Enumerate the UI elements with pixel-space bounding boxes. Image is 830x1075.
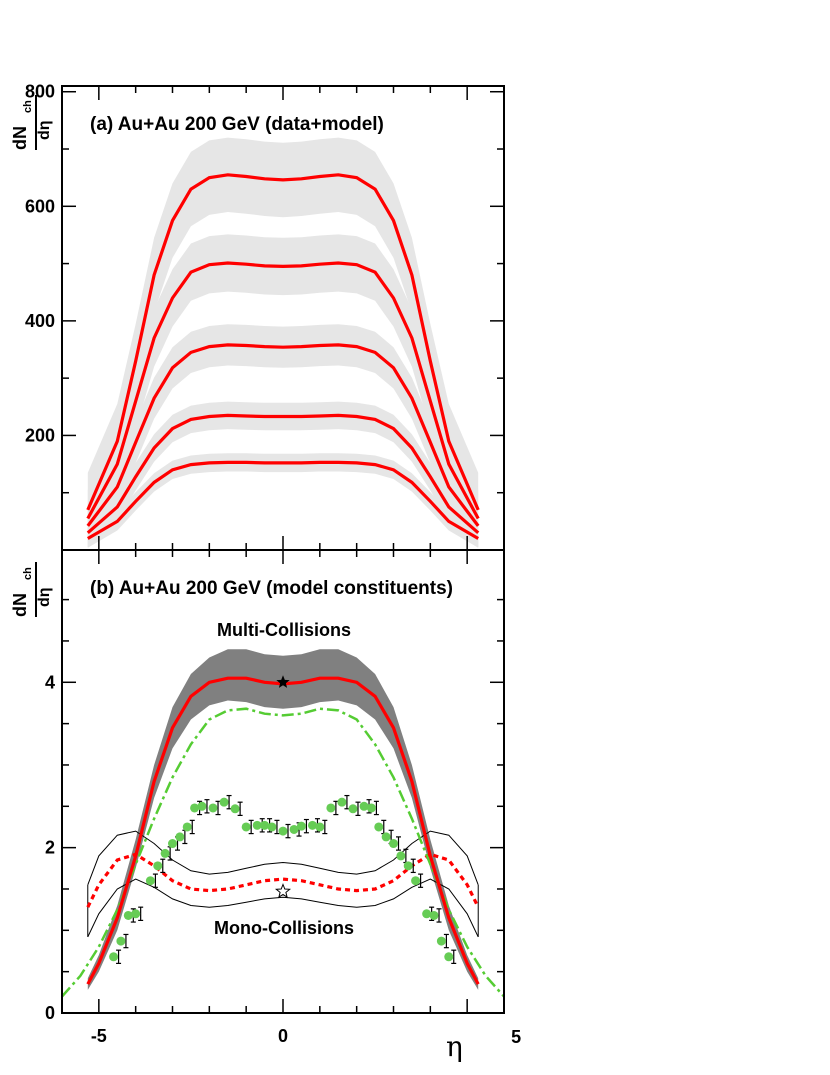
data-point (230, 804, 240, 814)
mono-band-upper-line (87, 830, 479, 885)
data-point (109, 952, 119, 962)
data-point (267, 822, 277, 832)
panel-b-xtick-label-0: 0 (278, 1026, 288, 1046)
panel-b-xtick-label-5: 5 (511, 1027, 521, 1047)
data-point (315, 822, 325, 832)
panel-b-ytick-label-0: 0 (45, 1003, 55, 1023)
panel-b-xtick-label--5: -5 (91, 1026, 107, 1046)
data-point (145, 876, 155, 886)
panel-a: 200 400 600 800 (a) Au+Au 200 GeV (data+mod… (10, 82, 505, 551)
panel-a-ylabel-sub: ch (22, 100, 34, 113)
panel-a-ytick-label-200: 200 (25, 425, 55, 445)
green-dashdot-line (61, 707, 505, 998)
multi-collisions-label: Multi-Collisions (217, 620, 351, 640)
data-point (422, 909, 432, 919)
multi-collisions-star-marker (276, 675, 290, 688)
panel-a-ylabel-denominator: dη (36, 120, 53, 140)
data-point (444, 952, 454, 962)
data-point (168, 839, 177, 849)
panel-a-line-5 (86, 460, 480, 540)
panel-b-ytick-label-2: 2 (45, 838, 55, 858)
data-point (123, 910, 133, 920)
data-point (337, 797, 347, 807)
x-axis-label: η (446, 1030, 463, 1063)
data-point (252, 820, 262, 830)
data-point (278, 826, 288, 836)
data-point (359, 801, 369, 811)
mono-collisions-dotted-line (86, 852, 480, 908)
panel-b-ylabel: dN ch dη (10, 562, 53, 617)
data-point (197, 801, 207, 811)
panel-a-ylabel-numerator: dN (10, 126, 30, 150)
panel-a-ylabel: dN ch dη (10, 95, 53, 150)
panel-b-ylabel-numerator: dN (10, 593, 30, 617)
data-point (289, 824, 299, 834)
data-point (326, 803, 336, 813)
data-point (403, 861, 413, 871)
panel-a-band-5 (87, 453, 479, 548)
data-point (411, 876, 421, 886)
panel-a-line-4 (86, 413, 480, 535)
mono-band-lower-line (87, 878, 479, 938)
data-point (208, 803, 218, 813)
data-point (389, 839, 398, 849)
panel-b-title: (b) Au+Au 200 GeV (model constituents) (90, 578, 453, 599)
data-point (296, 821, 306, 831)
data-point (131, 909, 141, 919)
data-point (307, 820, 317, 830)
data-point (348, 804, 358, 814)
data-point (381, 832, 391, 842)
mono-collisions-label: Mono-Collisions (214, 918, 354, 938)
data-point (182, 822, 192, 832)
panel-b-ylabel-sub: ch (22, 567, 34, 580)
panel-b-ylabel-denominator: dη (36, 587, 53, 607)
panel-b: 0 2 4 -5 0 5 (b) Au+Au 200 GeV (model constit… (10, 549, 521, 1063)
panel-a-title: (a) Au+Au 200 GeV (data+model) (90, 114, 384, 135)
panel-a-ytick-label-400: 400 (25, 311, 55, 331)
data-point (153, 861, 163, 871)
panel-a-ytick-label-600: 600 (25, 196, 55, 216)
data-point (366, 803, 376, 813)
data-point (219, 797, 229, 807)
panel-a-line-3 (86, 343, 480, 527)
panel-a-line-2 (86, 261, 480, 520)
multi-collisions-band (87, 649, 479, 990)
data-point (116, 936, 126, 946)
data-point (160, 848, 170, 858)
data-point (175, 832, 185, 842)
data-point (429, 910, 439, 920)
panel-a-line-1 (86, 173, 480, 511)
mono-collisions-star-marker (274, 883, 292, 899)
panel-b-ytick-label-4: 4 (45, 672, 55, 692)
data-point (241, 822, 251, 832)
panel-a-ytick-label-800: 800 (25, 82, 55, 102)
data-point (190, 803, 200, 813)
data-point (374, 822, 384, 832)
data-point (260, 820, 270, 830)
data-point (436, 936, 446, 946)
data-point (396, 851, 406, 861)
